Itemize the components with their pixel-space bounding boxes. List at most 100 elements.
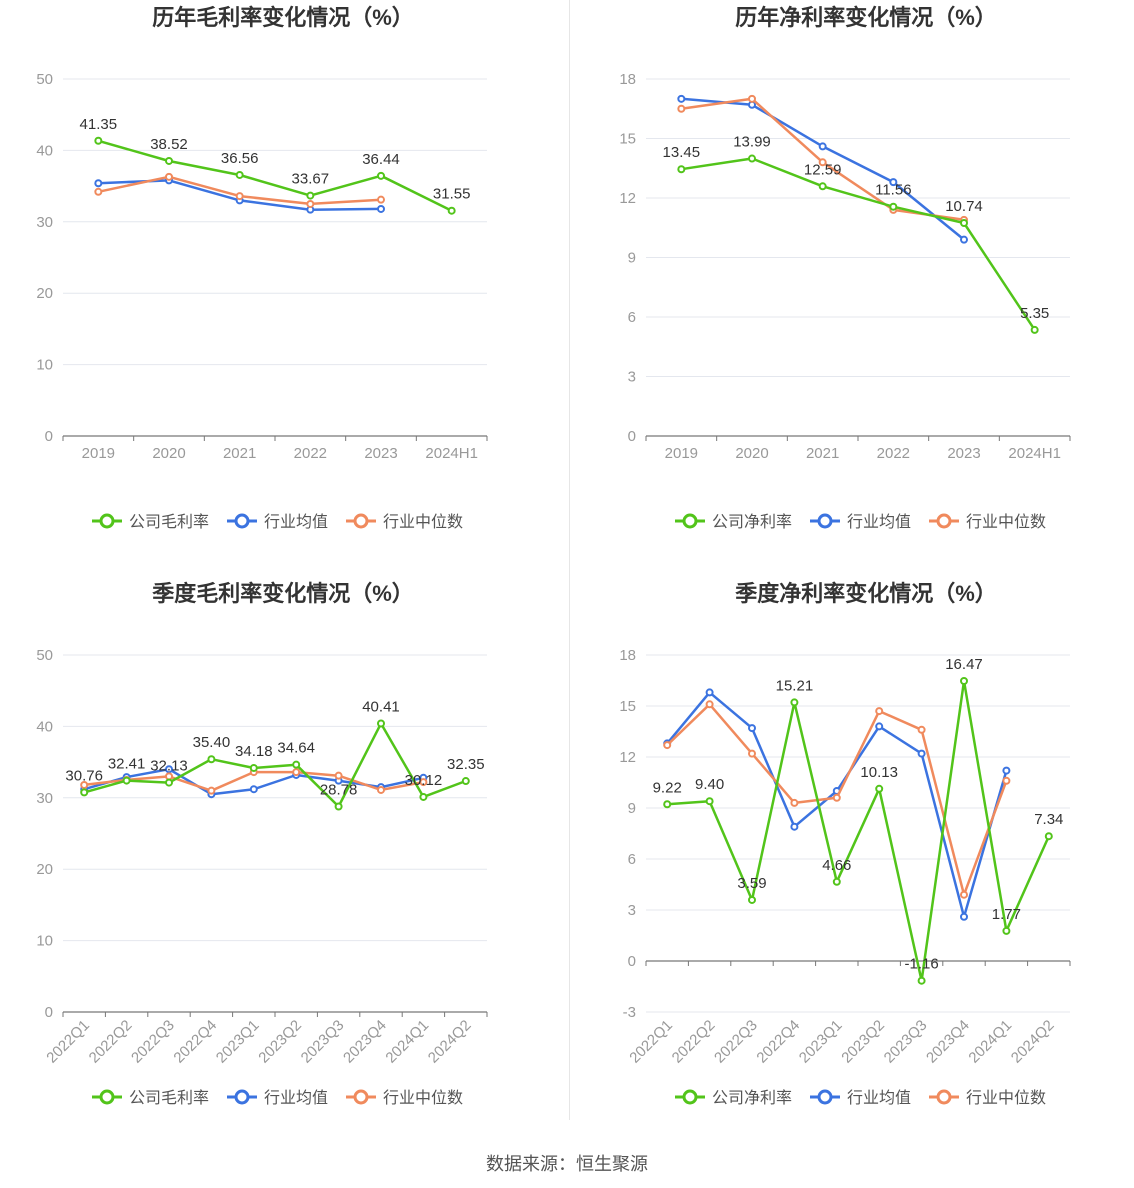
data-point-company[interactable] <box>165 778 173 787</box>
legend-item-company[interactable]: 公司净利率 <box>675 1089 792 1107</box>
data-point-company[interactable] <box>334 802 343 811</box>
legend-item-median[interactable]: 行业中位数 <box>346 513 463 531</box>
data-point-company[interactable] <box>748 154 756 163</box>
data-point-company[interactable] <box>705 797 714 806</box>
data-point-company[interactable] <box>207 755 216 764</box>
data-point-company[interactable] <box>94 136 103 145</box>
data-point-company[interactable] <box>306 191 315 200</box>
data-point-median[interactable] <box>207 786 216 795</box>
data-point-average[interactable] <box>677 94 686 103</box>
legend-item-median[interactable]: 行业中位数 <box>929 1089 1046 1107</box>
x-tick-label: 2020 <box>152 445 185 462</box>
data-point-company[interactable] <box>165 156 173 165</box>
data-point-median[interactable] <box>677 104 686 113</box>
data-point-company[interactable] <box>1044 832 1053 841</box>
legend-swatch-marker <box>817 513 833 529</box>
chart-title: 历年净利率变化情况（%） <box>735 5 997 30</box>
data-point-company[interactable] <box>960 677 968 686</box>
data-point-median[interactable] <box>94 187 103 196</box>
legend-item-median[interactable]: 行业中位数 <box>929 513 1046 531</box>
x-tick-label: 2023Q4 <box>340 1017 390 1067</box>
x-tick-label: 2022Q2 <box>86 1017 136 1067</box>
data-label: 31.55 <box>433 186 471 203</box>
data-point-company[interactable] <box>677 165 686 174</box>
data-point-median[interactable] <box>818 158 827 167</box>
data-point-average[interactable] <box>889 178 898 187</box>
data-point-median[interactable] <box>334 771 343 780</box>
data-point-median[interactable] <box>705 700 714 709</box>
legend-item-average[interactable]: 行业均值 <box>810 1089 911 1107</box>
data-point-company[interactable] <box>1002 926 1011 935</box>
x-tick-label: 2024H1 <box>1008 445 1061 462</box>
data-point-median[interactable] <box>748 94 756 103</box>
data-point-average[interactable] <box>818 142 827 151</box>
data-point-company[interactable] <box>235 170 244 179</box>
legend-label: 行业中位数 <box>966 513 1046 531</box>
data-point-average[interactable] <box>94 179 103 188</box>
data-point-company[interactable] <box>663 800 672 809</box>
data-point-average[interactable] <box>960 235 968 244</box>
legend-item-median[interactable]: 行业中位数 <box>346 1089 463 1107</box>
data-point-company[interactable] <box>377 719 385 728</box>
data-point-median[interactable] <box>235 192 244 201</box>
data-point-company[interactable] <box>122 776 131 785</box>
data-point-company[interactable] <box>419 792 428 801</box>
data-point-median[interactable] <box>790 798 799 807</box>
data-point-median[interactable] <box>80 780 89 789</box>
legend-item-company[interactable]: 公司净利率 <box>675 513 792 531</box>
data-point-median[interactable] <box>377 785 385 794</box>
data-point-company[interactable] <box>790 698 799 707</box>
legend-swatch-marker <box>936 513 952 529</box>
data-point-company[interactable] <box>832 877 841 886</box>
data-point-median[interactable] <box>292 768 301 777</box>
data-point-company[interactable] <box>80 788 89 797</box>
legend-item-company[interactable]: 公司毛利率 <box>92 1089 209 1107</box>
data-point-median[interactable] <box>377 195 385 204</box>
data-point-median[interactable] <box>748 749 756 758</box>
y-tick-label: 12 <box>619 190 636 207</box>
data-point-company[interactable] <box>818 182 827 191</box>
x-tick-label: 2024Q1 <box>382 1017 432 1067</box>
data-point-median[interactable] <box>832 793 841 802</box>
data-point-average[interactable] <box>790 822 799 831</box>
data-point-company[interactable] <box>1030 325 1039 334</box>
legend-item-average[interactable]: 行业均值 <box>810 513 911 531</box>
data-point-median[interactable] <box>917 725 926 734</box>
data-point-company[interactable] <box>377 171 385 180</box>
data-point-company[interactable] <box>447 206 456 215</box>
data-point-median[interactable] <box>663 741 672 750</box>
data-label: 41.35 <box>80 116 118 133</box>
data-point-median[interactable] <box>1002 776 1011 785</box>
legend-swatch-marker <box>353 513 369 529</box>
data-point-average[interactable] <box>1002 766 1011 775</box>
data-point-median[interactable] <box>165 172 173 181</box>
legend-item-average[interactable]: 行业均值 <box>227 513 328 531</box>
legend-item-average[interactable]: 行业均值 <box>227 1089 328 1107</box>
data-point-average[interactable] <box>165 765 173 774</box>
data-label: 32.41 <box>108 756 146 773</box>
data-label: -1.16 <box>904 956 938 973</box>
data-point-average[interactable] <box>748 724 756 733</box>
data-point-median[interactable] <box>960 890 968 899</box>
data-point-median[interactable] <box>419 778 428 787</box>
data-point-average[interactable] <box>377 204 385 213</box>
data-point-company[interactable] <box>461 777 470 786</box>
data-point-company[interactable] <box>960 218 968 227</box>
data-point-company[interactable] <box>875 784 884 793</box>
data-point-company[interactable] <box>249 763 258 772</box>
data-point-company[interactable] <box>889 202 898 211</box>
data-point-company[interactable] <box>292 760 301 769</box>
data-point-average[interactable] <box>875 722 884 731</box>
data-point-company[interactable] <box>748 895 756 904</box>
data-point-average[interactable] <box>917 749 926 758</box>
legend-swatch-marker <box>682 513 698 529</box>
data-point-median[interactable] <box>306 199 315 208</box>
data-point-company[interactable] <box>917 976 926 985</box>
legend-item-company[interactable]: 公司毛利率 <box>92 513 209 531</box>
y-tick-label: 18 <box>619 71 636 88</box>
data-point-average[interactable] <box>960 912 968 921</box>
data-point-median[interactable] <box>875 707 884 716</box>
data-point-average[interactable] <box>705 688 714 697</box>
data-point-average[interactable] <box>249 785 258 794</box>
x-tick-label: 2023 <box>947 445 980 462</box>
